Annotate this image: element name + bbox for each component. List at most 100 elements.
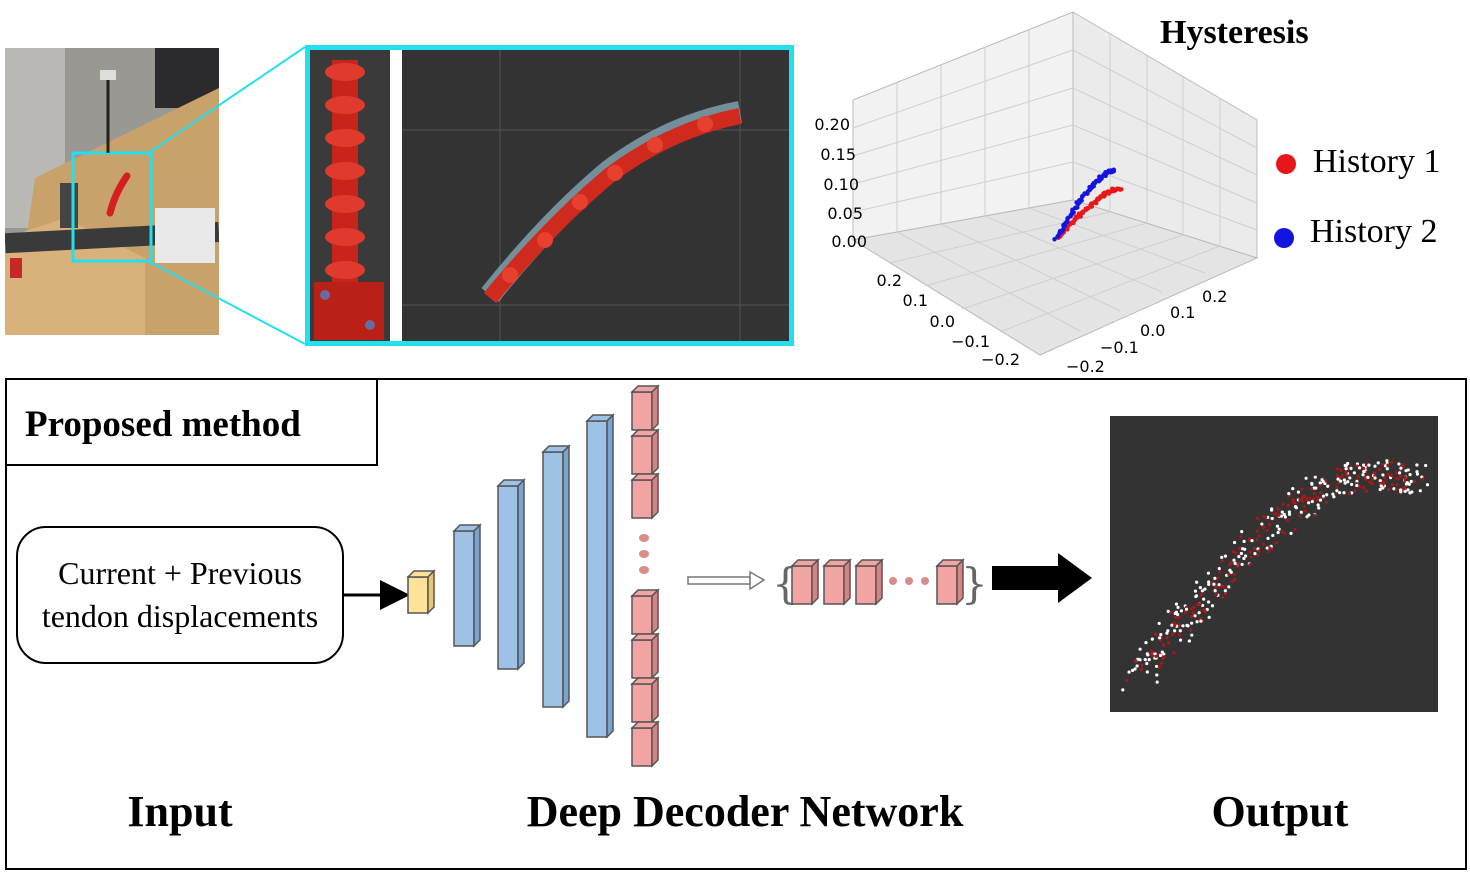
output-point xyxy=(1220,555,1224,559)
output-point xyxy=(1310,482,1314,486)
output-point xyxy=(1154,654,1158,658)
output-point xyxy=(1418,489,1422,493)
output-point xyxy=(1252,547,1257,551)
output-point xyxy=(1309,487,1313,491)
output-point xyxy=(1287,492,1291,496)
output-point xyxy=(1339,468,1343,472)
output-point xyxy=(1187,639,1191,643)
output-point xyxy=(1159,633,1163,637)
output-point xyxy=(1390,473,1394,478)
output-point xyxy=(1335,474,1339,478)
output-point xyxy=(1277,513,1281,517)
output-point xyxy=(1361,485,1366,490)
output-point xyxy=(1353,489,1357,493)
output-point xyxy=(1425,483,1430,487)
output-point xyxy=(1167,641,1171,645)
output-point xyxy=(1293,527,1297,532)
output-point xyxy=(1311,497,1316,501)
output-point xyxy=(1299,510,1303,514)
y-tick-label: −0.2 xyxy=(1066,357,1105,376)
output-point xyxy=(1253,552,1257,556)
output-point xyxy=(1366,475,1370,480)
output-point xyxy=(1197,611,1201,615)
y-tick-label: 0.2 xyxy=(1202,287,1227,306)
output-point xyxy=(1397,471,1402,475)
output-point xyxy=(1201,603,1205,608)
output-point xyxy=(1240,547,1245,551)
output-point xyxy=(1285,519,1290,523)
output-point xyxy=(1317,506,1321,510)
output-point xyxy=(1213,576,1217,580)
output-point xyxy=(1189,628,1193,632)
output-point xyxy=(1177,615,1181,619)
output-point xyxy=(1165,635,1169,639)
output-point xyxy=(1364,489,1369,493)
output-point xyxy=(1231,549,1235,554)
output-point xyxy=(1159,662,1164,666)
output-point xyxy=(1239,535,1243,539)
output-point xyxy=(1155,680,1159,684)
output-point xyxy=(1325,500,1329,505)
output-point xyxy=(1347,491,1352,496)
output-point xyxy=(1207,580,1211,584)
x-tick-label: −0.1 xyxy=(951,332,990,351)
output-point xyxy=(1265,546,1269,550)
output-point xyxy=(1172,650,1176,655)
output-point xyxy=(1202,608,1206,612)
output-point xyxy=(1300,496,1305,500)
output-point xyxy=(1313,475,1317,479)
output-point xyxy=(1381,473,1385,477)
output-point xyxy=(1350,482,1354,486)
output-point xyxy=(1195,620,1199,624)
history-1-point xyxy=(1098,195,1103,200)
output-point xyxy=(1298,514,1302,518)
output-point xyxy=(1373,471,1377,475)
output-point xyxy=(1291,487,1295,491)
output-point xyxy=(1217,583,1221,587)
output-point xyxy=(1287,510,1291,514)
output-point xyxy=(1166,609,1170,613)
output-point xyxy=(1316,495,1320,499)
output-point-cloud xyxy=(1110,416,1438,712)
output-point xyxy=(1280,510,1284,514)
output-point xyxy=(1240,562,1244,566)
output-point xyxy=(1199,593,1204,597)
output-point xyxy=(1277,527,1281,531)
x-tick-label: 0.0 xyxy=(930,312,955,331)
output-point xyxy=(1397,462,1401,466)
output-point xyxy=(1249,555,1253,559)
output-point xyxy=(1396,477,1401,481)
output-point xyxy=(1378,481,1382,486)
output-point xyxy=(1378,479,1382,483)
output-point xyxy=(1370,481,1374,486)
output-point xyxy=(1213,589,1217,593)
output-point xyxy=(1257,549,1261,553)
output-point xyxy=(1291,498,1295,502)
output-point xyxy=(1127,670,1131,674)
output-point xyxy=(1381,463,1385,467)
output-point xyxy=(1339,479,1343,483)
output-point xyxy=(1213,586,1217,590)
proposed-method-label: Proposed method xyxy=(25,404,301,445)
output-point xyxy=(1248,562,1252,567)
output-point xyxy=(1332,495,1336,499)
output-point xyxy=(1399,466,1403,470)
output-point xyxy=(1121,688,1125,692)
output-point xyxy=(1237,554,1241,559)
output-point xyxy=(1408,473,1412,477)
output-point xyxy=(1192,605,1196,609)
output-point xyxy=(1358,485,1362,489)
output-point xyxy=(1195,580,1199,584)
output-point xyxy=(1157,665,1161,669)
output-point xyxy=(1178,629,1182,633)
output-point xyxy=(1230,579,1234,583)
output-point xyxy=(1193,614,1197,618)
output-point xyxy=(1131,668,1135,672)
output-point xyxy=(1232,572,1237,577)
output-point xyxy=(1176,605,1180,609)
output-point xyxy=(1387,472,1391,476)
output-point xyxy=(1364,463,1369,467)
output-point xyxy=(1286,503,1290,508)
output-point xyxy=(1190,607,1194,611)
output-point xyxy=(1205,607,1209,612)
